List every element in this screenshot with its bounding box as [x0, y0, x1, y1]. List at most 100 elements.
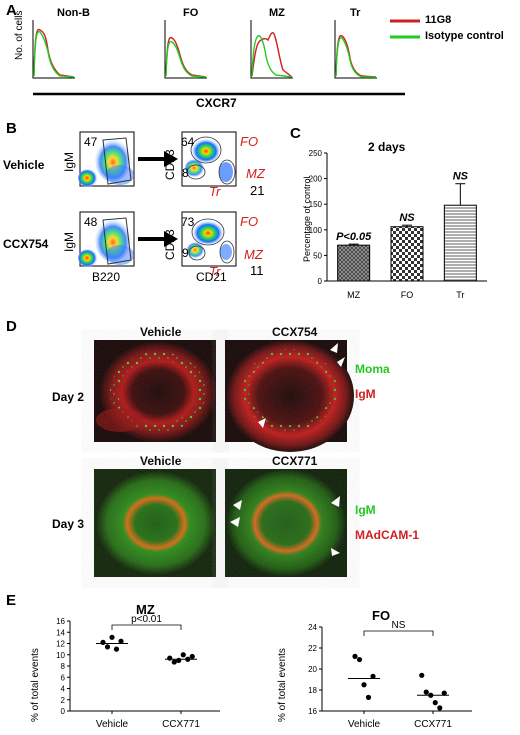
y-tick-label: 10 — [56, 651, 65, 660]
day-label: Day 3 — [52, 517, 85, 531]
y-tick-label: 16 — [56, 617, 65, 626]
x-tick-label: CCX771 — [162, 719, 200, 730]
data-point — [100, 639, 106, 645]
legend-label-isotype: Isotype control — [425, 30, 504, 42]
micrograph-title: Vehicle — [140, 454, 182, 468]
stain-label-red: IgM — [355, 387, 376, 401]
data-point — [356, 656, 363, 663]
significance-label: NS — [392, 620, 406, 631]
chart-title: 2 days — [368, 140, 406, 154]
y-tick-label: 0 — [318, 277, 323, 286]
arrow-icon — [138, 151, 178, 167]
flow-plot-cd23-cd21-vehicle — [181, 131, 237, 187]
histogram-tr — [334, 20, 377, 79]
y-tick-label: 200 — [309, 175, 323, 184]
x-tick-label: Vehicle — [348, 719, 381, 730]
bar — [390, 226, 424, 282]
y-tick-label: 250 — [309, 149, 323, 158]
y-tick-label: 12 — [56, 640, 65, 649]
y-tick-label: 150 — [309, 200, 323, 209]
data-point — [113, 646, 120, 652]
histogram-fo — [164, 20, 207, 79]
y-tick-label: 22 — [308, 644, 317, 653]
significance-label: NS — [399, 212, 415, 224]
data-point — [419, 672, 425, 678]
gate-pct-vehicle: 47 — [84, 135, 98, 149]
histogram-panel-a — [32, 19, 420, 96]
stain-label-green: IgM — [355, 503, 376, 517]
panel-c-letter: C — [290, 125, 301, 142]
bar — [337, 244, 371, 282]
data-point — [432, 700, 438, 706]
arrow-icon — [138, 231, 178, 247]
axis-label-b220: B220 — [92, 270, 121, 284]
x-tick-label: Vehicle — [96, 719, 129, 730]
fo-pct-vehicle: 64 — [181, 135, 195, 149]
x-tick-label: CCX771 — [414, 719, 452, 730]
gate-label-mz: MZ — [246, 166, 265, 181]
y-tick-label: 2 — [61, 696, 66, 705]
legend-label-11g8: 11G8 — [425, 14, 452, 26]
significance-label: NS — [453, 171, 469, 183]
y-tick-label: 16 — [308, 707, 317, 716]
chart-title: FO — [372, 608, 391, 623]
micrograph-day3-ccx771 — [225, 469, 347, 577]
data-point — [423, 689, 429, 695]
histogram-title: FO — [183, 7, 199, 19]
gate-label-fo: FO — [240, 214, 259, 229]
mz-pct-ccx754: 11 — [250, 263, 264, 278]
panel-b-letter: B — [6, 120, 17, 137]
chart-title: MZ — [136, 602, 155, 617]
data-point — [171, 659, 177, 665]
significance-bracket — [363, 630, 434, 636]
y-tick-label: 20 — [308, 665, 317, 674]
arrowhead-icon — [331, 496, 340, 507]
flow-plot-igm-b220-ccx754 — [78, 211, 135, 267]
data-point — [189, 653, 195, 660]
data-point — [167, 655, 173, 661]
row-label-ccx754: CCX754 — [3, 237, 49, 251]
data-point — [441, 690, 447, 696]
y-tick-label: 6 — [61, 673, 66, 682]
histogram-title: MZ — [269, 7, 285, 19]
micrograph-day2-ccx754 — [225, 340, 354, 452]
significance-label: P<0.05 — [336, 231, 372, 243]
row-label-vehicle: Vehicle — [3, 158, 45, 172]
x-tick-label: Tr — [456, 290, 464, 300]
data-point — [365, 694, 372, 700]
arrowhead-icon — [230, 517, 240, 527]
gate-pct-ccx754: 48 — [84, 215, 98, 229]
micrograph-title: Vehicle — [140, 325, 182, 339]
micrograph-day2-vehicle — [94, 340, 216, 442]
significance-label: p<0.01 — [131, 614, 162, 625]
histogram-title: Tr — [350, 7, 361, 19]
gate-label-fo: FO — [240, 134, 259, 149]
panel-a-xlabel: CXCR7 — [196, 96, 237, 110]
gate-label-tr: Tr — [209, 264, 221, 279]
mz-pct-vehicle: 21 — [250, 183, 265, 198]
data-point — [352, 653, 358, 660]
flow-plot-cd23-cd21-ccx754 — [181, 211, 237, 267]
data-point — [109, 634, 115, 640]
y-tick-label: 50 — [313, 251, 322, 260]
micrograph-title: CCX754 — [272, 325, 318, 339]
data-point — [437, 705, 443, 711]
arrowhead-icon — [331, 548, 340, 556]
arrowhead-icon — [337, 357, 345, 367]
tr-pct-vehicle: 8 — [182, 166, 189, 180]
significance-bracket — [111, 624, 182, 630]
x-tick-label: MZ — [347, 290, 360, 300]
gate-label-tr: Tr — [209, 184, 221, 199]
gate-label-mz: MZ — [244, 247, 263, 262]
arrowhead-icon — [233, 500, 242, 510]
flow-plots — [78, 131, 237, 267]
y-tick-label: 14 — [56, 628, 65, 637]
axis-label-cd21: CD21 — [196, 270, 227, 284]
histogram-non-b — [32, 20, 75, 79]
data-point — [176, 657, 182, 663]
flow-plot-igm-b220-vehicle — [78, 131, 135, 187]
day-label: Day 2 — [52, 390, 85, 404]
data-point — [104, 644, 111, 650]
